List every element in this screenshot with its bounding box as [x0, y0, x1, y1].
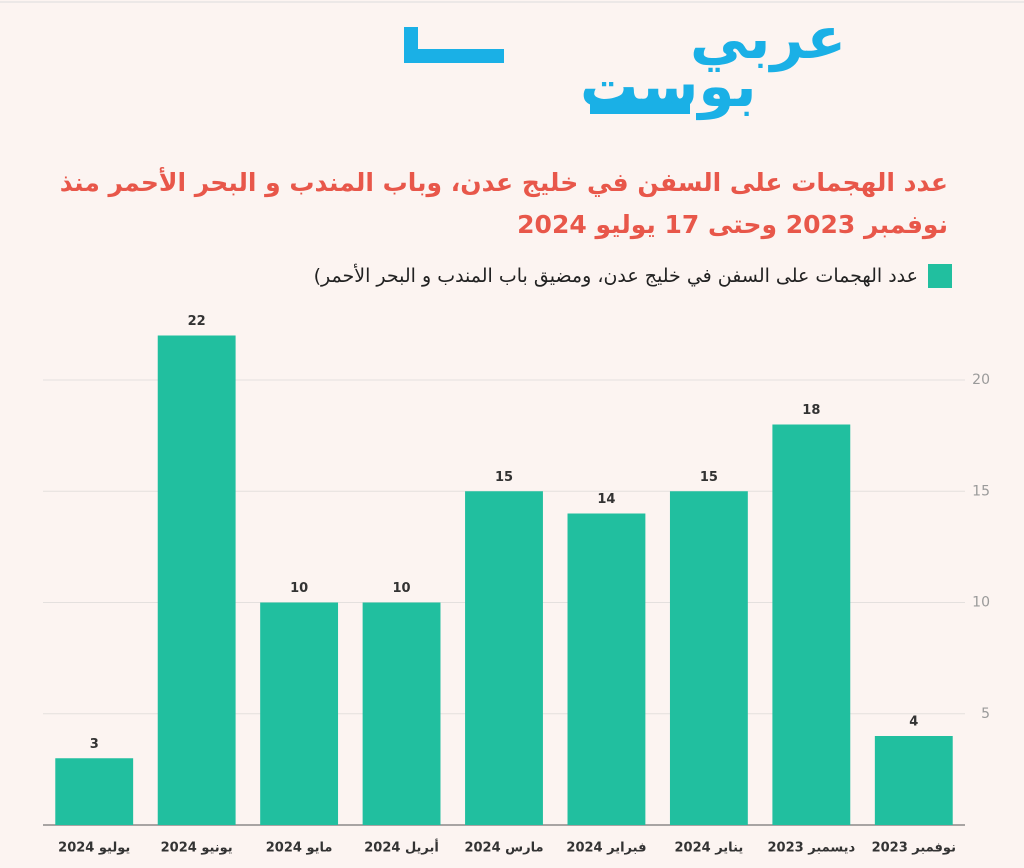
logo-text: عربي: [690, 4, 846, 73]
logo-shape: [590, 100, 690, 114]
bar: [465, 491, 543, 825]
value-label: 18: [802, 403, 820, 418]
x-tick-label: يوليو 2024: [58, 841, 130, 856]
bar: [669, 491, 748, 825]
value-label: 15: [700, 470, 718, 485]
x-tick-label: يونيو 2024: [161, 841, 233, 856]
x-tick-label: نوفمبر 2023: [872, 841, 956, 856]
value-label: 22: [188, 314, 206, 329]
y-tick-label: 15: [972, 483, 990, 499]
legend-swatch: [928, 264, 952, 288]
x-tick-label: أبريل 2024: [364, 839, 439, 856]
x-tick-label: ديسمبر 2023: [768, 841, 856, 856]
value-label: 15: [495, 470, 513, 485]
legend-label: عدد الهجمات على السفن في خليج عدن، ومضيق…: [313, 265, 918, 287]
logo-text: بوست: [580, 52, 757, 121]
value-label: 10: [393, 581, 411, 596]
chart-title: عدد الهجمات على السفن في خليج عدن، وباب …: [59, 168, 948, 239]
x-tick-label: يناير 2024: [675, 841, 744, 856]
bar: [157, 335, 236, 825]
bar: [55, 758, 134, 825]
x-tick-label: فبراير 2024: [566, 841, 646, 856]
bar: [874, 736, 953, 825]
value-label: 3: [90, 737, 99, 752]
x-tick-label: مارس 2024: [464, 841, 543, 856]
value-label: 4: [909, 715, 918, 730]
value-label: 10: [290, 581, 308, 596]
value-label: 14: [597, 492, 615, 507]
bar: [772, 424, 851, 825]
legend: عدد الهجمات على السفن في خليج عدن، ومضيق…: [314, 264, 952, 288]
x-tick-label: مايو 2024: [266, 841, 333, 856]
bar: [567, 513, 646, 825]
bar: [260, 602, 339, 825]
logo-shape: [404, 49, 504, 63]
y-tick-label: 10: [972, 595, 990, 611]
y-tick-label: 5: [981, 706, 990, 722]
logo: عربي بوست: [404, 4, 846, 121]
bar: [362, 602, 441, 825]
y-tick-label: 20: [972, 372, 990, 388]
